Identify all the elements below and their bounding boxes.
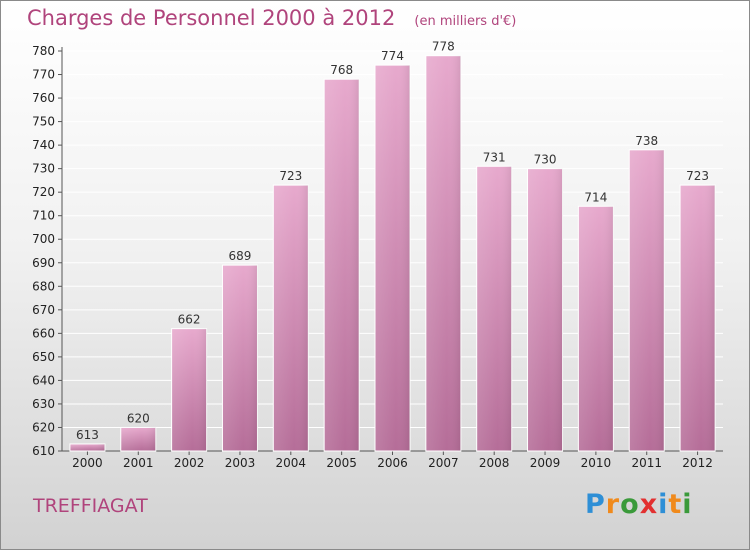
logo-letter: i [682, 489, 693, 520]
bar-shade [425, 55, 461, 452]
bar-shade [527, 168, 563, 451]
y-tick-label: 760 [32, 91, 55, 105]
data-label: 768 [330, 63, 353, 77]
data-label: 723 [279, 169, 302, 183]
x-tick-label: 2007 [428, 456, 459, 470]
x-tick-label: 2001 [123, 456, 154, 470]
bar-shade [324, 79, 360, 451]
bar-shade [222, 265, 258, 451]
y-tick-label: 670 [32, 303, 55, 317]
x-tick-label: 2002 [174, 456, 205, 470]
chart-title: Charges de Personnel 2000 à 2012 [27, 6, 396, 30]
bar-shade [273, 185, 309, 451]
bar-shade [120, 427, 156, 451]
value-labels: 613 620 662 689 723 768 774 778 731 730 714 738 723 [76, 40, 709, 442]
data-label: 662 [178, 313, 201, 327]
x-tick-label: 2012 [682, 456, 713, 470]
y-tick-label: 750 [32, 115, 55, 129]
chart-subtitle: (en milliers d'€) [414, 14, 517, 29]
bar-shade [375, 65, 410, 451]
data-label: 613 [76, 428, 99, 442]
y-tick-label: 690 [32, 256, 55, 270]
x-tick-label: 2006 [377, 456, 408, 470]
data-label: 620 [127, 411, 150, 425]
bars [69, 55, 716, 452]
x-tick-label: 2005 [326, 456, 357, 470]
x-tick-label: 2003 [225, 456, 256, 470]
logo-letter: i [658, 489, 669, 520]
y-tick-label: 640 [32, 373, 55, 387]
logo-letter: x [639, 489, 659, 520]
proxiti-logo: Proxiti [585, 489, 693, 520]
data-label: 774 [381, 49, 404, 63]
bar-shade [629, 149, 665, 451]
y-tick-label: 610 [32, 444, 55, 458]
bar-shade [69, 443, 105, 451]
data-label: 723 [686, 169, 709, 183]
logo-letter: t [668, 489, 683, 520]
y-tick-label: 650 [32, 350, 55, 364]
data-label: 738 [635, 134, 658, 148]
y-tick-label: 620 [32, 420, 55, 434]
title-row: Charges de Personnel 2000 à 2012 (en mil… [27, 6, 516, 30]
data-label: 731 [483, 150, 506, 164]
y-tick-label: 700 [32, 232, 55, 246]
data-label: 714 [584, 190, 607, 204]
x-tick-label: 2011 [631, 456, 662, 470]
y-tick-label: 680 [32, 279, 55, 293]
logo-letter: o [620, 489, 640, 520]
bar-shade [476, 166, 512, 451]
logo-letter: P [585, 489, 606, 520]
data-label: 730 [534, 153, 557, 167]
x-tick-label: 2000 [72, 456, 103, 470]
logo-letter: r [605, 489, 621, 520]
commune-name: TREFFIAGAT [33, 495, 148, 517]
x-tick-label: 2008 [479, 456, 510, 470]
data-label: 689 [229, 249, 252, 263]
y-tick-label: 740 [32, 138, 55, 152]
axes: 610 620 630 640 650 660 670 680 690 700 710 720 730 7… [32, 44, 723, 470]
x-tick-label: 2004 [276, 456, 307, 470]
bar-shade [171, 328, 207, 451]
data-label: 778 [432, 40, 455, 54]
y-tick-label: 630 [32, 397, 55, 411]
bar-shade [680, 185, 716, 451]
y-tick-label: 730 [32, 162, 55, 176]
y-tick-label: 660 [32, 326, 55, 340]
y-tick-label: 780 [32, 44, 55, 58]
y-tick-label: 710 [32, 209, 55, 223]
y-tick-label: 770 [32, 68, 55, 82]
x-tick-label: 2009 [530, 456, 561, 470]
x-tick-label: 2010 [581, 456, 612, 470]
bar-shade [578, 206, 614, 451]
y-tick-label: 720 [32, 185, 55, 199]
